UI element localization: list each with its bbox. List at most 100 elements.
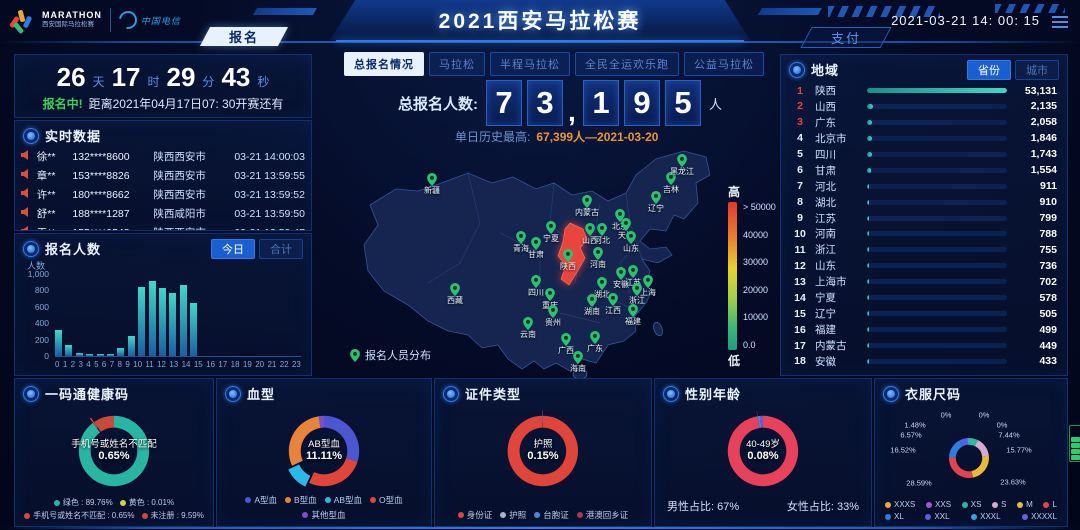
pie-callout: 23.63% [1000,477,1026,487]
pie-callout: 0% [978,410,990,420]
region-row: 17 内蒙古 449 [794,339,1057,353]
clothing-size-donut [944,433,994,483]
region-row: 2 山西 2,135 [797,100,1057,113]
gender-stats: 男性占比: 67% 女性占比: 33% [667,498,859,514]
tab-today[interactable]: 今日 [211,239,255,259]
id-type-panel: 证件类型 护照 0.15% 身份证 护照 台胞证 港澳回乡证 [434,378,652,527]
x-tick: 7 [109,360,115,369]
tab-city[interactable]: 城市 [1015,60,1059,80]
x-tick: 17 [218,360,228,369]
countdown-values: 26 天 17 时 29 分 43 秒 [56,62,270,92]
pie-slice [507,415,579,487]
realtime-row: 王**155****0548陕西西安市03-21 13:59:47 [15,223,311,230]
legend-item: XXS [926,500,951,509]
header-title-plate: 2021西安马拉松赛 [330,0,750,40]
bar [106,353,114,356]
scale-tick: 10000 [743,312,769,323]
region-row: 12 山东 736 [794,259,1057,273]
x-tick: 6 [101,360,107,369]
tab-payment[interactable]: 支付 [800,27,892,48]
x-tick: 0 [55,360,60,369]
map-pin: 海南 [570,351,586,373]
speaker-icon [21,150,37,163]
bar [190,303,198,356]
region-row: 4 北京市 1,846 [797,132,1057,145]
pie-slice [94,415,114,432]
menu-icon[interactable] [1052,16,1068,31]
overview-tab[interactable]: 公益马拉松 [684,52,764,76]
speaker-icon [21,226,37,230]
legend-item: 未注册 : 9.59% [141,510,204,521]
overview-tab[interactable]: 马拉松 [429,52,485,76]
countdown-minutes: 29 [166,62,196,92]
map-pin: 湖南 [584,294,600,316]
header-decoration [0,41,1080,43]
overview-tab[interactable]: 全民全运欢乐跑 [575,52,679,76]
logo: MARATHON 西安国际马拉松赛 中国电信 [9,6,181,35]
clothing-size-legend: XXXS XXS XS S M L XL XXL XXXL XXXXL [879,500,1063,521]
region-list: 1 陕西 53,131 2 山西 2,135 3 广东 2,058 4 北京市 1,846 5 四川 1,7… [781,83,1067,369]
x-axis-ticks: 0 1 2 3 4 5 6 7 8 9 10 11 12 13 14 15 16 17 18 19 20 21 22 23 [55,360,301,369]
tab-province[interactable]: 省份 [967,60,1011,80]
tab-registration[interactable]: 报名 [199,27,289,46]
map-pin: 江西 [605,293,621,315]
region-row: 10 河南 788 [794,227,1057,241]
pie-callout: 1.48% [904,420,926,430]
legend-item: 手机号或姓名不匹配 : 0.65% [24,510,135,521]
map-pin: 山东 [623,231,639,253]
region-row: 18 安徽 433 [794,355,1057,368]
pie-callout: 16.52% [890,445,916,455]
x-tick: 11 [145,360,154,369]
map-pin: 云南 [520,317,536,339]
digit-box: 5 [664,80,701,126]
male-ratio: 男性占比: 67% [667,501,740,513]
y-axis-ticks: 1,000 800 600 400 200 0 [17,269,49,361]
pie-callout: 28.59% [906,478,932,488]
map-pin: 西藏 [447,283,463,305]
scroll-indicator[interactable] [1069,425,1080,462]
y-tick: 1,000 [27,269,49,279]
gender-age-title: 性别年龄 [685,387,742,402]
pie-slice [89,417,98,429]
bar [138,287,146,356]
tab-total[interactable]: 合计 [259,239,303,259]
page-title: 2021西安马拉松赛 [438,10,642,33]
legend-item: 台胞证 [534,509,569,521]
overview-tab[interactable]: 总报名情况 [344,52,424,76]
bar [179,285,187,356]
legend-item: 其他型血 [302,509,346,521]
region-row: 16 福建 499 [794,323,1057,337]
map-pin: 甘肃 [528,237,544,259]
gradient-bar [728,202,737,350]
legend-item: 护照 [500,509,526,521]
pie-callout: 0% [996,420,1008,430]
pie-slice [309,458,358,487]
pie-slice [969,438,979,447]
overview-tab[interactable]: 半程马拉松 [490,52,570,76]
pie-slice [92,422,101,433]
region-title: 地域 [811,63,840,78]
region-row: 14 宁夏 578 [794,291,1057,305]
map-pins: 新疆 西藏 青海 甘肃 云南 四川 重庆 贵州 宁夏 陕西 广西 海南 山西 内蒙古 河南 湖北 湖南 广东 江西 河… [340,133,780,378]
legend-item: B型血 [285,494,317,506]
realtime-row: 徐** 132****8600 陕西西安市 03-21 14:00:03 [15,147,311,166]
countdown-hours: 17 [111,62,141,92]
panel-icon [443,385,459,402]
header-decoration [828,6,940,17]
legend-item: M [1017,500,1033,509]
x-tick: 16 [206,360,216,369]
region-row: 3 广东 2,058 [797,116,1057,129]
realtime-list: 徐** 132****8600 陕西西安市 03-21 14:00:03 章** 153*… [15,147,311,230]
realtime-row: 许** 180****8662 陕西西安市 03-21 13:59:52 [15,185,311,204]
map-pin: 陕西 [560,249,576,271]
pin-icon [350,348,360,362]
x-tick: 13 [169,360,179,369]
bar [117,348,125,356]
header-decoration [995,4,1065,13]
pie-callout: 7.44% [998,430,1020,440]
id-type-legend: 身份证 护照 台胞证 港澳回乡证 [439,509,647,521]
x-tick: 15 [193,360,203,369]
region-row: 15 辽宁 505 [794,307,1057,321]
